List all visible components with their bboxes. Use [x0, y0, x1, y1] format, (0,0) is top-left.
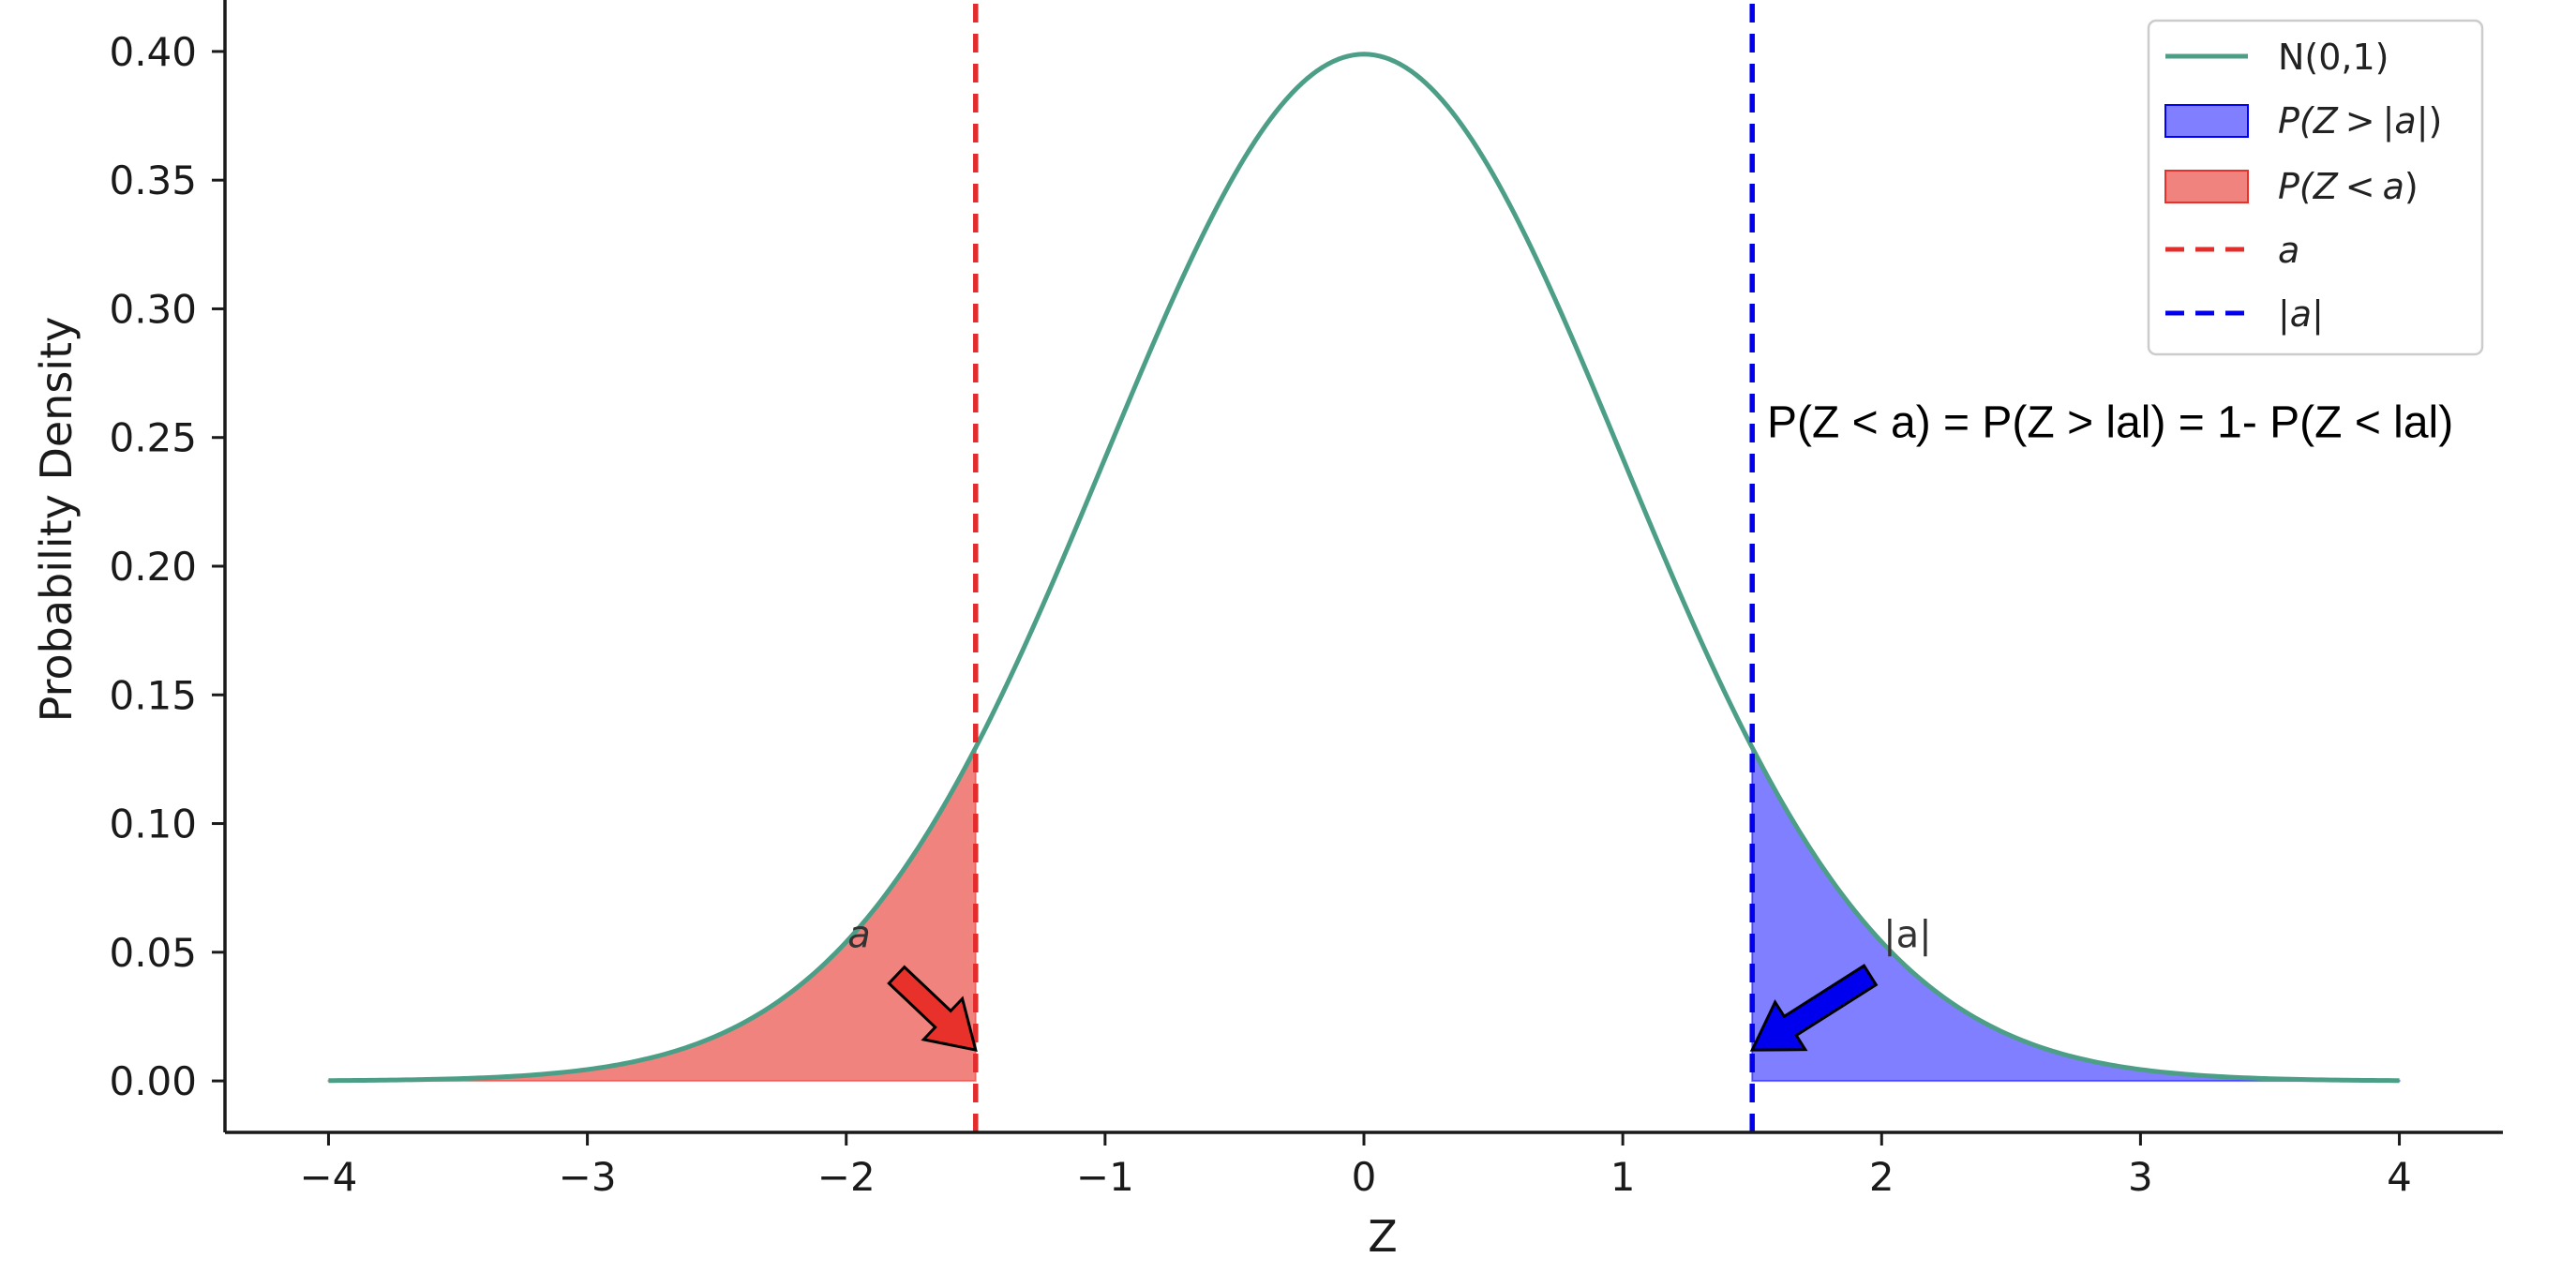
- left-tail-area: [327, 747, 977, 1083]
- legend-left-tail-swatch: [2164, 170, 2249, 203]
- legend-right-tail-swatch: [2164, 104, 2249, 138]
- annotation-label: a: [847, 913, 871, 956]
- legend-curve-label: N(0,1): [2278, 37, 2389, 78]
- y-tick-label: 0.10: [109, 801, 197, 847]
- y-axis-label: Probability Density: [31, 317, 82, 723]
- vertical-lines: [973, 0, 1755, 1132]
- annotation-arrow: [1749, 964, 1879, 1052]
- y-tick-label: 0.15: [109, 672, 197, 718]
- curve-layer: [328, 52, 2400, 1084]
- legend-right-tail-label: P(Z > |a|): [2278, 100, 2442, 142]
- annotations: a |a|: [847, 913, 1932, 1053]
- axes: −4 −3 −2 −1 0 1 2 3 4 0.00 0.05 0.10 0.15 0.20 0.25 0.3…: [109, 0, 2503, 1200]
- shaded-areas: [327, 747, 2401, 1083]
- normal-curve-line: [328, 52, 2400, 1084]
- legend-left-tail-label: P(Z < a): [2278, 166, 2419, 207]
- x-tick-label: −1: [1076, 1154, 1134, 1200]
- legend-a-label: a: [2278, 230, 2299, 271]
- x-tick-label: −4: [299, 1154, 357, 1200]
- x-tick-label: 4: [2387, 1154, 2412, 1200]
- legend: N(0,1) P(Z > |a|) P(Z < a) a |a|: [2147, 19, 2484, 356]
- y-tick-label: 0.25: [109, 415, 197, 461]
- x-tick-label: −2: [817, 1154, 876, 1200]
- y-tick-label: 0.30: [109, 286, 197, 332]
- y-tick-label: 0.05: [109, 930, 197, 976]
- legend-abs-a-label: |a|: [2278, 293, 2324, 336]
- y-tick-label: 0.20: [109, 544, 197, 590]
- x-axis-label: Z: [1368, 1211, 1398, 1262]
- y-tick-label: 0.35: [109, 157, 197, 203]
- x-tick-label: −3: [559, 1154, 617, 1200]
- x-tick-label: 1: [1610, 1154, 1636, 1200]
- right-tail-area: [1751, 747, 2401, 1083]
- x-tick-label: 0: [1352, 1154, 1377, 1200]
- x-tick-label: 3: [2128, 1154, 2153, 1200]
- y-tick-label: 0.00: [109, 1058, 197, 1104]
- annotation-label: |a|: [1883, 913, 1931, 956]
- equation-annotation: P(Z < a) = P(Z > lal) = 1- P(Z < lal): [1767, 398, 2453, 448]
- x-tick-label: 2: [1869, 1154, 1895, 1200]
- y-tick-label: 0.40: [109, 29, 197, 75]
- annotation-arrow: [887, 965, 978, 1053]
